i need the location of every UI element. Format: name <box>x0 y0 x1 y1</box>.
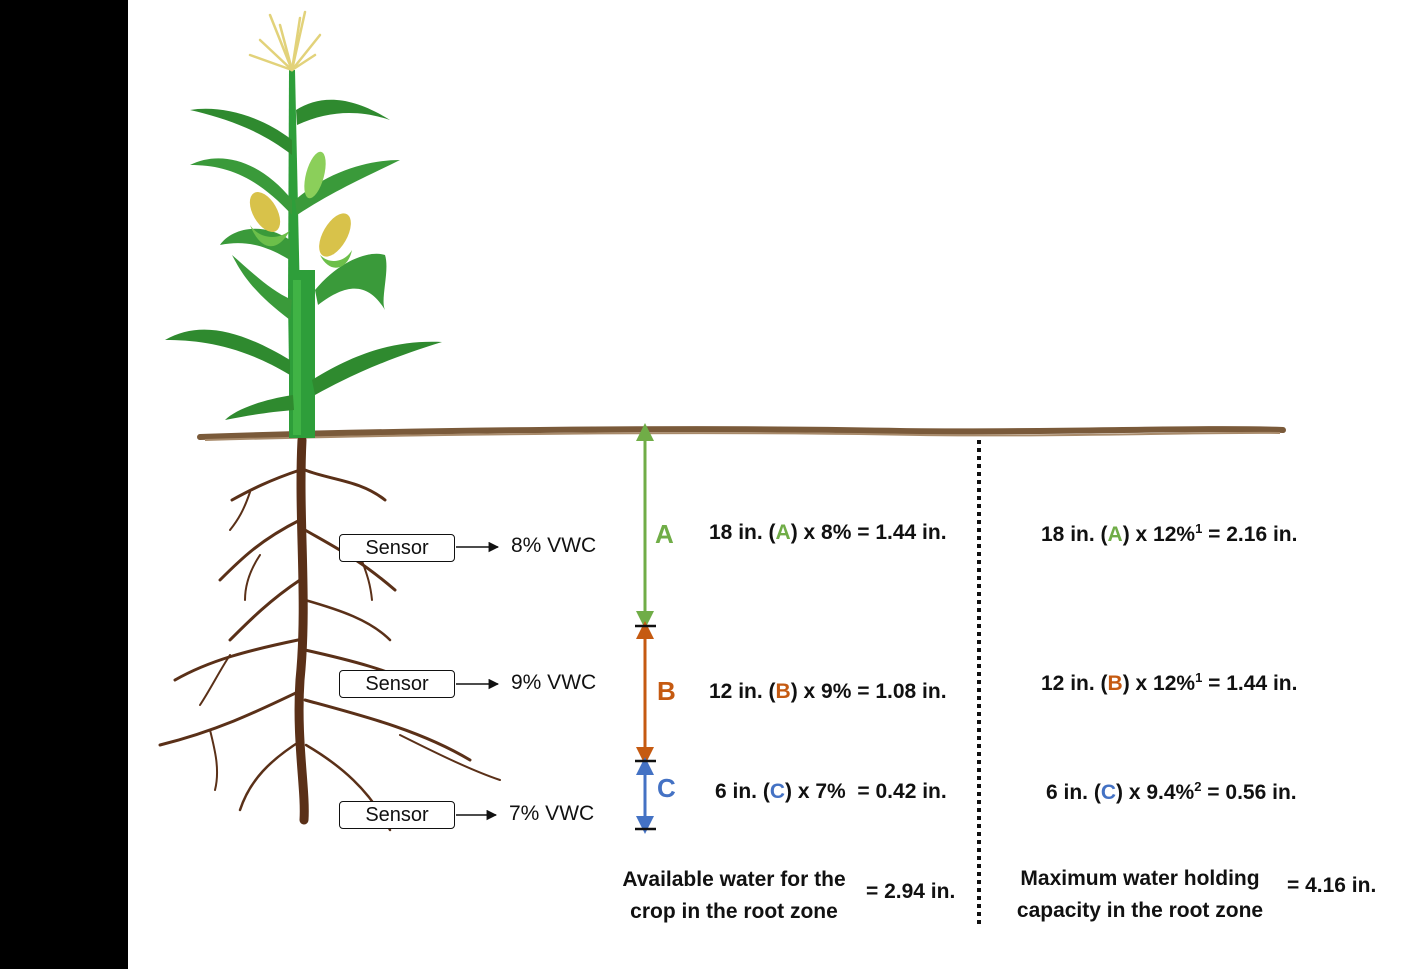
root-system <box>158 435 501 832</box>
sensor-box-3: Sensor <box>339 801 455 829</box>
available-total-value: = 2.94 in. <box>866 880 956 903</box>
available-eq-b: 12 in. (B) x 9% = 1.08 in. <box>709 680 947 703</box>
capacity-total-label: Maximum water holding capacity in the ro… <box>1016 867 1264 922</box>
capacity-eq-c: 6 in. (C) x 9.4%2 = 0.56 in. <box>1046 779 1297 804</box>
sensor-reading-3: 7% VWC <box>509 802 595 825</box>
sensor-reading-1: 8% VWC <box>511 534 597 557</box>
left-black-bar <box>0 0 128 969</box>
corn-plant <box>165 10 442 438</box>
zone-b-letter: B <box>657 676 676 706</box>
capacity-eq-b: 12 in. (B) x 12%1 = 1.44 in. <box>1041 670 1298 695</box>
capacity-total-value: = 4.16 in. <box>1287 874 1377 897</box>
available-eq-a: 18 in. (A) x 8% = 1.44 in. <box>709 521 947 544</box>
zone-c-letter: C <box>657 773 676 803</box>
sensor-box-2: Sensor <box>339 670 455 698</box>
sensor-box-1: Sensor <box>339 534 455 562</box>
sensor-reading-2: 9% VWC <box>511 671 597 694</box>
zone-a-letter: A <box>655 519 674 549</box>
soil-surface-line <box>197 426 1286 440</box>
available-eq-c: 6 in. (C) x 7% = 0.42 in. <box>715 780 947 803</box>
available-total-label: Available water for the crop in the root… <box>622 868 846 923</box>
capacity-eq-a: 18 in. (A) x 12%1 = 2.16 in. <box>1041 521 1298 546</box>
